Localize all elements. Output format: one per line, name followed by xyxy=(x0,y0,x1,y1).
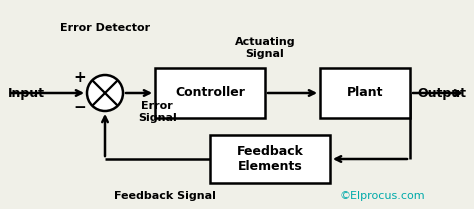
Text: Error Detector: Error Detector xyxy=(60,23,150,33)
Text: Plant: Plant xyxy=(347,87,383,99)
Text: Feedback
Elements: Feedback Elements xyxy=(237,145,303,173)
Circle shape xyxy=(87,75,123,111)
Text: +: + xyxy=(73,70,86,85)
Text: ©Elprocus.com: ©Elprocus.com xyxy=(340,191,426,201)
Bar xyxy=(320,68,410,118)
Text: −: − xyxy=(73,101,86,116)
Text: Error
Signal: Error Signal xyxy=(138,101,177,123)
Text: Output: Output xyxy=(417,87,466,99)
Text: Input: Input xyxy=(8,87,45,99)
Text: Actuating
Signal: Actuating Signal xyxy=(235,37,295,59)
Bar xyxy=(210,135,330,183)
Bar xyxy=(155,68,265,118)
Text: Controller: Controller xyxy=(175,87,245,99)
Text: Feedback Signal: Feedback Signal xyxy=(114,191,216,201)
